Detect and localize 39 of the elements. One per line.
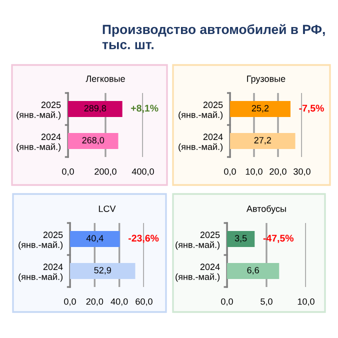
chart-title: Легковые — [86, 76, 125, 82]
x-tick-label: 0,0 — [224, 168, 236, 176]
data-label: 52,9 — [94, 267, 111, 274]
y-tick-label: 2024 (янв.-май.) — [176, 264, 220, 282]
data-label: 27,2 — [254, 137, 271, 144]
annotation: -47,5% — [263, 234, 294, 244]
y-tick-label: 2024 (янв.-май.) — [18, 264, 63, 282]
y-tick-label: 2024 (янв.-май.) — [178, 134, 223, 152]
x-tick-label: 20,0 — [86, 298, 104, 306]
x-tick-label: 10,0 — [298, 298, 314, 306]
data-label: 40,4 — [86, 235, 104, 242]
y-tick-label: 2025 (янв.-май.) — [18, 232, 63, 250]
data-label: 3,5 — [234, 235, 247, 242]
x-tick-label: 30,0 — [294, 168, 310, 176]
annotation: -7,5% — [299, 104, 324, 114]
x-tick-label: 0,0 — [64, 298, 76, 306]
data-label: 289,8 — [84, 105, 106, 112]
text: Производство автомобилей в РФ, тыс. шт. — [102, 24, 325, 50]
annotation: +8,1% — [131, 104, 158, 114]
x-tick-label: 10,0 — [246, 168, 262, 176]
x-tick-label: 40,0 — [110, 298, 128, 306]
x-tick-label: 200,0 — [94, 168, 116, 176]
data-label: 268,0 — [82, 137, 104, 144]
x-tick-label: 0,0 — [62, 168, 74, 176]
x-tick-label: 20,0 — [270, 168, 286, 176]
x-tick-label: 0,0 — [221, 298, 233, 306]
chart-title: LCV — [98, 206, 116, 212]
x-tick-label: 5,0 — [260, 298, 272, 306]
data-label: 25,2 — [252, 105, 269, 112]
x-tick-label: 60,0 — [136, 298, 152, 306]
chart-title: Автобусы — [246, 205, 286, 214]
y-tick-label: 2025 (янв.-май.) — [178, 102, 223, 120]
chart-title: Грузовые — [247, 76, 286, 84]
y-tick-label: 2025 (янв.-май.) — [176, 232, 220, 250]
annotation: -23,6% — [128, 234, 159, 244]
y-tick-label: 2025 (янв.-май.) — [16, 102, 61, 120]
data-label: 6,6 — [247, 267, 259, 274]
x-tick-label: 400,0 — [132, 168, 154, 176]
y-tick-label: 2024 (янв.-май.) — [16, 134, 61, 152]
